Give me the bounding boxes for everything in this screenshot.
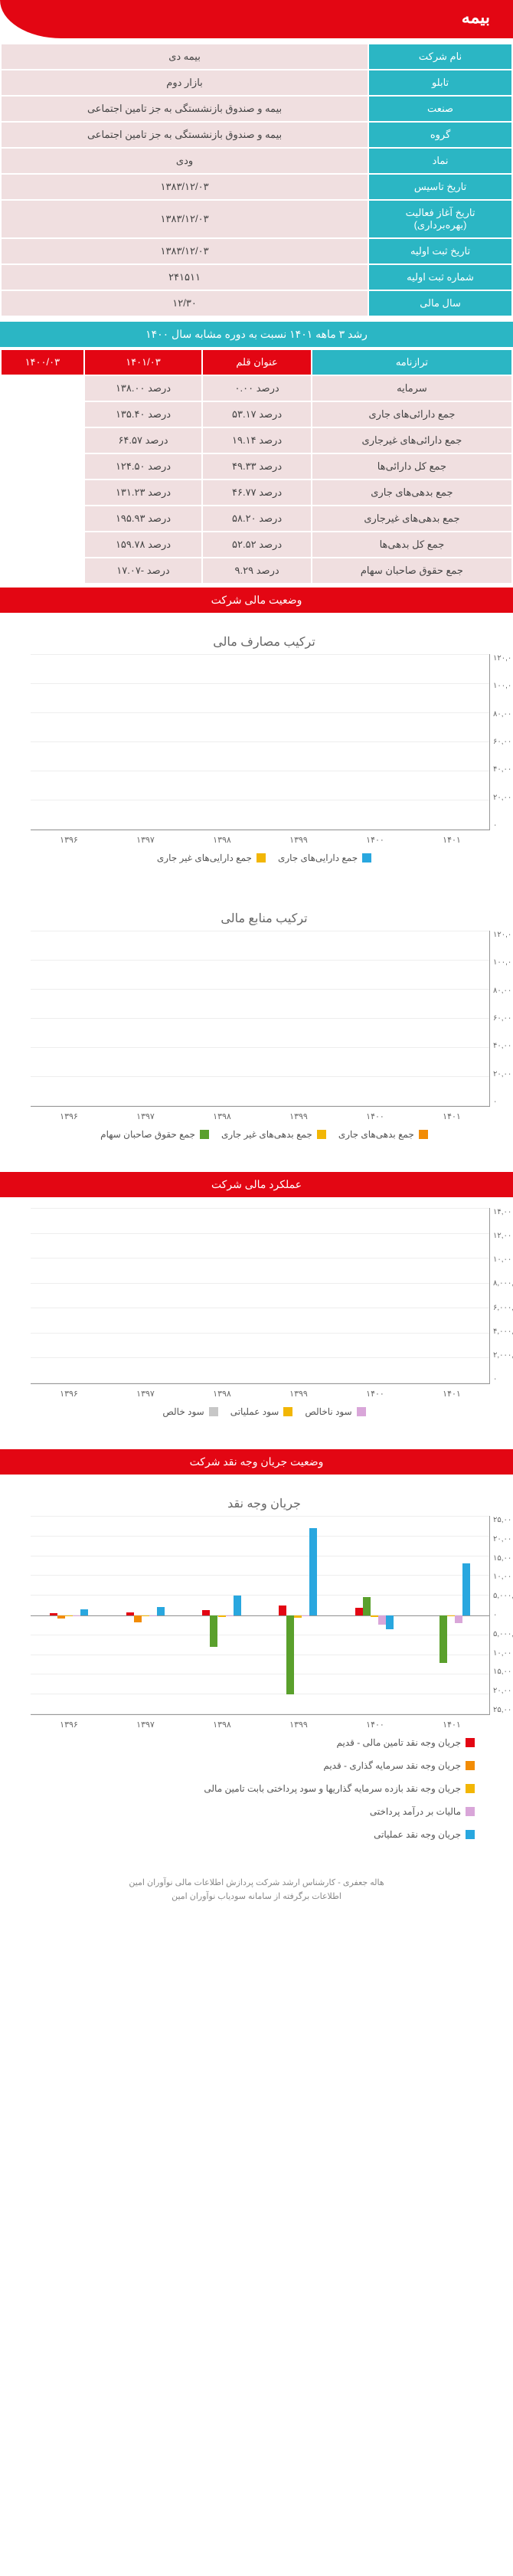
- growth-header: ۱۴۰۰/۰۳: [2, 350, 83, 375]
- growth-v0: ۱۵۹.۷۸ درصد: [85, 532, 202, 557]
- chart1-wrap: ترکیب مصارف مالی ۱۲۰,۰۰۰,۰۰۰۱۰۰,۰۰۰,۰۰۰۸…: [0, 616, 513, 892]
- growth-header: ۱۴۰۱/۰۳: [85, 350, 202, 375]
- chart2-legend: جمع بدهی‌های جاری جمع بدهی‌های غیر جاری جم…: [31, 1129, 498, 1140]
- growth-item: جمع بدهی‌های غیرجاری: [312, 506, 511, 531]
- legend-item: جریان وجه نقد سرمایه گذاری - قدیم: [323, 1760, 475, 1771]
- legend-item: جریان وجه نقد عملیاتی: [374, 1829, 475, 1840]
- growth-v0: ۱۹۵.۹۳ درصد: [85, 506, 202, 531]
- info-label: نماد: [369, 149, 511, 173]
- growth-v0: ۱۲۴.۵۰ درصد: [85, 454, 202, 479]
- legend-item: سود عملیاتی: [230, 1406, 293, 1417]
- legend-item: جمع دارایی‌های غیر جاری: [157, 853, 266, 863]
- chart2-wrap: ترکیب منابع مالی ۱۲۰,۰۰۰,۰۰۰۱۰۰,۰۰۰,۰۰۰۸…: [0, 892, 513, 1169]
- growth-v0: ۱۳۱.۲۳ درصد: [85, 480, 202, 505]
- growth-v1: ۰.۰۰ درصد: [203, 376, 311, 401]
- growth-item: جمع حقوق صاحبان سهام: [312, 558, 511, 583]
- growth-v1: ۹.۲۹ درصد: [203, 558, 311, 583]
- info-value: بیمه و صندوق بازنشستگی به جز تامین اجتما…: [2, 123, 368, 147]
- info-value: ۱۲/۳۰: [2, 291, 368, 316]
- info-value: بازار دوم: [2, 70, 368, 95]
- info-label: گروه: [369, 123, 511, 147]
- growth-item: سرمایه: [312, 376, 511, 401]
- growth-v0: ۱۷.۰۷- درصد: [85, 558, 202, 583]
- footer-line1: هاله جعفری - کارشناس ارشد شرکت پردازش اط…: [8, 1877, 505, 1890]
- info-label: تاریخ آغاز فعالیت (بهره‌برداری): [369, 201, 511, 237]
- info-label: تاریخ تاسیس: [369, 175, 511, 199]
- chart2: ۱۲۰,۰۰۰,۰۰۰۱۰۰,۰۰۰,۰۰۰۸۰,۰۰۰,۰۰۰۶۰,۰۰۰,۰…: [31, 931, 490, 1107]
- growth-v0: ۱۳۵.۴۰ درصد: [85, 402, 202, 427]
- header-bar: بیمه: [0, 0, 513, 38]
- legend-item: مالیات بر درآمد پرداختی: [370, 1806, 475, 1817]
- growth-v1: ۵۲.۵۲ درصد: [203, 532, 311, 557]
- section-cashflow: وضعیت جریان وجه نقد شرکت: [0, 1449, 513, 1475]
- chart4: ۲۵,۰۰۰,۰۰۰۲۰,۰۰۰,۰۰۰۱۵,۰۰۰,۰۰۰۱۰,۰۰۰,۰۰۰…: [31, 1516, 490, 1715]
- legend-item: جمع حقوق صاحبان سهام: [100, 1129, 209, 1140]
- legend-item: جمع دارایی‌های جاری: [278, 853, 371, 863]
- growth-item: جمع دارائی‌های غیرجاری: [312, 428, 511, 453]
- legend-item: جریان وجه نقد بازده سرمایه گذاریها و سود…: [204, 1783, 475, 1794]
- growth-title: رشد ۳ ماهه ۱۴۰۱ نسبت به دوره مشابه سال ۱…: [0, 322, 513, 347]
- growth-v1: ۱۹.۱۴ درصد: [203, 428, 311, 453]
- section-performance: عملکرد مالی شرکت: [0, 1172, 513, 1197]
- info-label: نام شرکت: [369, 44, 511, 69]
- growth-side-label: ترازنامه: [312, 350, 511, 375]
- legend-item: جمع بدهی‌های غیر جاری: [221, 1129, 326, 1140]
- info-value: ۱۳۸۳/۱۲/۰۳: [2, 239, 368, 263]
- chart4-wrap: جریان وجه نقد ۲۵,۰۰۰,۰۰۰۲۰,۰۰۰,۰۰۰۱۵,۰۰۰…: [0, 1478, 513, 1869]
- growth-v1: ۴۶.۷۷ درصد: [203, 480, 311, 505]
- growth-v0: ۱۳۸.۰۰ درصد: [85, 376, 202, 401]
- chart1-title: ترکیب مصارف مالی: [31, 634, 498, 650]
- chart1: ۱۲۰,۰۰۰,۰۰۰۱۰۰,۰۰۰,۰۰۰۸۰,۰۰۰,۰۰۰۶۰,۰۰۰,۰…: [31, 654, 490, 830]
- growth-item: جمع دارائی‌های جاری: [312, 402, 511, 427]
- legend-item: سود ناخالص: [305, 1406, 365, 1417]
- footer-line2: اطلاعات برگرفته از سامانه سودیاب نوآوران…: [8, 1890, 505, 1904]
- company-info-table: نام شرکتبیمه دیتابلوبازار دومصنعتبیمه و …: [0, 43, 513, 317]
- legend-item: جریان وجه نقد تامین مالی - قدیم: [337, 1737, 475, 1748]
- growth-v0: ۶۴.۵۷ درصد: [85, 428, 202, 453]
- info-label: سال مالی: [369, 291, 511, 316]
- legend-item: جمع بدهی‌های جاری: [338, 1129, 428, 1140]
- info-label: صنعت: [369, 97, 511, 121]
- chart4-title: جریان وجه نقد: [31, 1496, 498, 1511]
- chart3: ۱۴,۰۰۰,۰۰۰۱۲,۰۰۰,۰۰۰۱۰,۰۰۰,۰۰۰۸,۰۰۰,۰۰۰۶…: [31, 1208, 490, 1384]
- info-value: ۱۳۸۳/۱۲/۰۳: [2, 201, 368, 237]
- chart1-legend: جمع دارایی‌های جاری جمع دارایی‌های غیر جا…: [31, 853, 498, 863]
- chart2-title: ترکیب منابع مالی: [31, 911, 498, 926]
- growth-header: عنوان قلم: [203, 350, 311, 375]
- growth-table: ترازنامهعنوان قلم۱۴۰۱/۰۳۱۴۰۰/۰۳ سرمایه۰.…: [0, 349, 513, 584]
- growth-v1: ۴۹.۳۳ درصد: [203, 454, 311, 479]
- growth-v1: ۵۳.۱۷ درصد: [203, 402, 311, 427]
- growth-v1: ۵۸.۲۰ درصد: [203, 506, 311, 531]
- chart4-legend: جریان وجه نقد تامین مالی - قدیم جریان وجه…: [31, 1737, 498, 1840]
- growth-item: جمع کل دارائی‌ها: [312, 454, 511, 479]
- section-financial-status: وضعیت مالی شرکت: [0, 588, 513, 613]
- info-value: ۲۴۱۵۱۱: [2, 265, 368, 290]
- footer: هاله جعفری - کارشناس ارشد شرکت پردازش اط…: [0, 1869, 513, 1911]
- logo-text: بیمه: [462, 8, 490, 28]
- info-value: بیمه دی: [2, 44, 368, 69]
- growth-item: جمع کل بدهی‌ها: [312, 532, 511, 557]
- info-value: ودی: [2, 149, 368, 173]
- info-label: شماره ثبت اولیه: [369, 265, 511, 290]
- growth-item: جمع بدهی‌های جاری: [312, 480, 511, 505]
- chart3-wrap: ۱۴,۰۰۰,۰۰۰۱۲,۰۰۰,۰۰۰۱۰,۰۰۰,۰۰۰۸,۰۰۰,۰۰۰۶…: [0, 1200, 513, 1446]
- info-value: بیمه و صندوق بازنشستگی به جز تامین اجتما…: [2, 97, 368, 121]
- legend-item: سود خالص: [162, 1406, 217, 1417]
- info-value: ۱۳۸۳/۱۲/۰۳: [2, 175, 368, 199]
- chart3-legend: سود ناخالص سود عملیاتی سود خالص: [31, 1406, 498, 1417]
- info-label: تاریخ ثبت اولیه: [369, 239, 511, 263]
- info-label: تابلو: [369, 70, 511, 95]
